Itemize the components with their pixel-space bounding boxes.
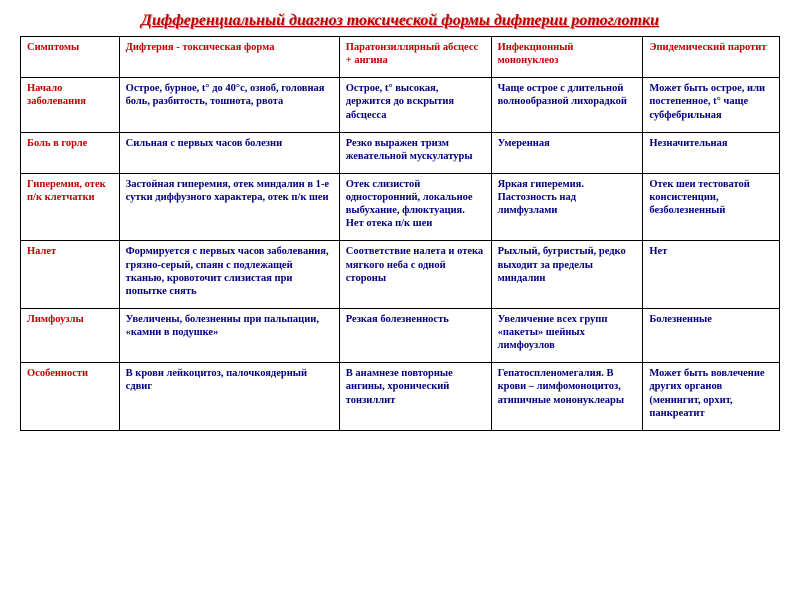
col-header: Симптомы (21, 37, 120, 78)
table-row: Налет Формируется с первых часов заболев… (21, 241, 780, 309)
table-cell: Может быть острое, или постепенное, t° ч… (643, 78, 780, 132)
table-cell: Острое, t° высокая, держится до вскрытия… (339, 78, 491, 132)
table-cell: Болезненные (643, 308, 780, 362)
col-header: Паратонзиллярный абсцесс + ангина (339, 37, 491, 78)
table-row: Гиперемия, отек п/к клетчатки Застойная … (21, 173, 780, 241)
table-cell: Застойная гиперемия, отек миндалин в 1-е… (119, 173, 339, 241)
col-header: Дифтерия - токсическая форма (119, 37, 339, 78)
table-cell: Незначительная (643, 132, 780, 173)
table-cell: Резкая болезненность (339, 308, 491, 362)
table-header-row: Симптомы Дифтерия - токсическая форма Па… (21, 37, 780, 78)
diagnosis-table: Симптомы Дифтерия - токсическая форма Па… (20, 36, 780, 431)
table-cell: Нет (643, 241, 780, 309)
table-cell: Увеличены, болезненны при пальпации, «ка… (119, 308, 339, 362)
table-row: Лимфоузлы Увеличены, болезненны при паль… (21, 308, 780, 362)
table-cell: Формируется с первых часов заболевания, … (119, 241, 339, 309)
table-cell: Яркая гиперемия. Пастозность над лимфузл… (491, 173, 643, 241)
table-cell: Рыхлый, бугристый, редко выходит за пред… (491, 241, 643, 309)
row-header: Начало заболевания (21, 78, 120, 132)
table-cell: Соответствие налета и отека мягкого неба… (339, 241, 491, 309)
row-header: Гиперемия, отек п/к клетчатки (21, 173, 120, 241)
row-header: Лимфоузлы (21, 308, 120, 362)
table-cell: В анамнезе повторные ангины, хронический… (339, 363, 491, 431)
col-header: Эпидемический паротит (643, 37, 780, 78)
table-cell: Чаще острое с длительной волнообразной л… (491, 78, 643, 132)
table-cell: Гепатоспленомегалия. В крови – лимфомоно… (491, 363, 643, 431)
table-cell: Резко выражен тризм жевательной мускулат… (339, 132, 491, 173)
table-cell: Умеренная (491, 132, 643, 173)
table-row: Особенности В крови лейкоцитоз, палочкоя… (21, 363, 780, 431)
table-cell: Острое, бурное, t° до 40°с, озноб, голов… (119, 78, 339, 132)
table-cell: Отек шеи тестоватой консистенции, безбол… (643, 173, 780, 241)
row-header: Налет (21, 241, 120, 309)
table-cell: Увеличение всех групп «пакеты» шейных ли… (491, 308, 643, 362)
row-header: Особенности (21, 363, 120, 431)
row-header: Боль в горле (21, 132, 120, 173)
table-cell: Сильная с первых часов болезни (119, 132, 339, 173)
col-header: Инфекционный мононуклеоз (491, 37, 643, 78)
table-row: Начало заболевания Острое, бурное, t° до… (21, 78, 780, 132)
table-row: Боль в горле Сильная с первых часов боле… (21, 132, 780, 173)
table-cell: Отек слизистой односторонний, локальное … (339, 173, 491, 241)
page-title: Дифференциальный диагноз токсической фор… (20, 12, 780, 30)
table-cell: В крови лейкоцитоз, палочкоядерный сдвиг (119, 363, 339, 431)
table-cell: Может быть вовлечение других органов (ме… (643, 363, 780, 431)
